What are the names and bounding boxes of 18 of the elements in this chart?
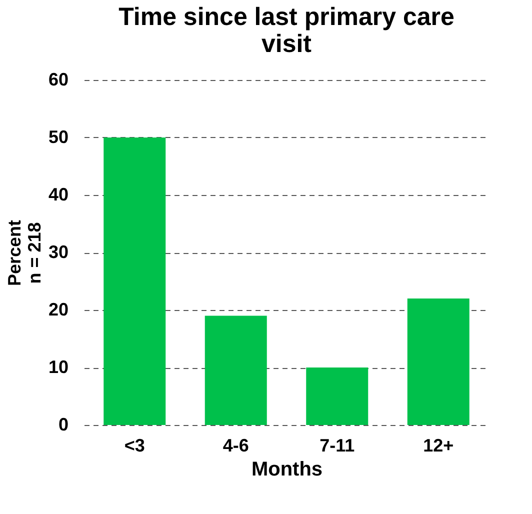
y-tick-label: 0 [58,414,68,434]
y-tick-label: 10 [48,357,68,377]
x-axis-title: Months [251,458,323,480]
y-tick-label: 60 [48,70,68,90]
y-tick-label: 30 [48,242,68,262]
y-tick-label: 40 [48,184,68,204]
y-tick-label: 50 [48,127,68,147]
x-tick-label: 4-6 [222,436,249,456]
x-tick-label: 12+ [423,436,454,456]
bar [306,368,368,425]
bar [407,298,470,425]
x-tick-label: 7-11 [320,436,355,456]
bar [104,138,166,425]
y-axis-title: Percent n = 218 [4,220,44,286]
x-tick-label: <3 [124,436,145,456]
chart-title: Time since last primary care visit [118,3,455,58]
bar [204,316,267,425]
y-tick-label: 20 [48,300,68,320]
